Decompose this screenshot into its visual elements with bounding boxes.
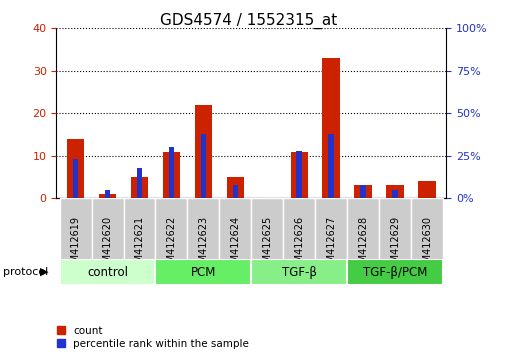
Text: GSM412621: GSM412621 xyxy=(134,216,145,275)
Bar xyxy=(297,151,302,198)
Bar xyxy=(73,159,78,198)
Text: PCM: PCM xyxy=(191,266,216,279)
Bar xyxy=(155,198,187,260)
Text: control: control xyxy=(87,266,128,279)
Text: TGF-β: TGF-β xyxy=(282,266,317,279)
Bar xyxy=(328,134,334,198)
Text: GSM412629: GSM412629 xyxy=(390,216,400,275)
Text: GSM412630: GSM412630 xyxy=(422,216,432,275)
Bar xyxy=(323,58,340,198)
Text: GSM412625: GSM412625 xyxy=(262,216,272,275)
Bar xyxy=(251,259,347,285)
Text: GSM412620: GSM412620 xyxy=(103,216,112,275)
Bar xyxy=(136,168,143,198)
Bar xyxy=(315,198,347,260)
Text: GSM412626: GSM412626 xyxy=(294,216,304,275)
Bar xyxy=(92,198,124,260)
Text: GDS4574 / 1552315_at: GDS4574 / 1552315_at xyxy=(160,12,338,29)
Bar xyxy=(411,198,443,260)
Bar xyxy=(379,198,411,260)
Text: GSM412624: GSM412624 xyxy=(230,216,241,275)
Text: ▶: ▶ xyxy=(40,267,49,277)
Text: TGF-β/PCM: TGF-β/PCM xyxy=(363,266,427,279)
Bar xyxy=(163,152,180,198)
Bar xyxy=(194,105,212,198)
Bar xyxy=(99,194,116,198)
Bar xyxy=(131,177,148,198)
Bar xyxy=(67,139,85,198)
Bar xyxy=(392,190,398,198)
Bar xyxy=(386,185,404,198)
Bar xyxy=(60,198,92,260)
Bar xyxy=(201,134,206,198)
Bar xyxy=(360,185,366,198)
Bar xyxy=(251,198,283,260)
Text: GSM412622: GSM412622 xyxy=(167,216,176,275)
Bar xyxy=(169,147,174,198)
Text: GSM412623: GSM412623 xyxy=(199,216,208,275)
Bar xyxy=(155,259,251,285)
Text: GSM412619: GSM412619 xyxy=(71,216,81,275)
Text: GSM412627: GSM412627 xyxy=(326,216,336,275)
Bar xyxy=(354,185,372,198)
Bar xyxy=(290,152,308,198)
Bar xyxy=(220,198,251,260)
Bar xyxy=(283,198,315,260)
Bar xyxy=(347,198,379,260)
Legend: count, percentile rank within the sample: count, percentile rank within the sample xyxy=(56,326,249,349)
Text: GSM412628: GSM412628 xyxy=(358,216,368,275)
Bar xyxy=(232,185,238,198)
Bar xyxy=(227,177,244,198)
Bar xyxy=(124,198,155,260)
Bar xyxy=(187,198,220,260)
Bar xyxy=(418,181,436,198)
Bar xyxy=(60,259,155,285)
Bar xyxy=(347,259,443,285)
Text: protocol: protocol xyxy=(3,267,48,277)
Bar xyxy=(105,190,110,198)
